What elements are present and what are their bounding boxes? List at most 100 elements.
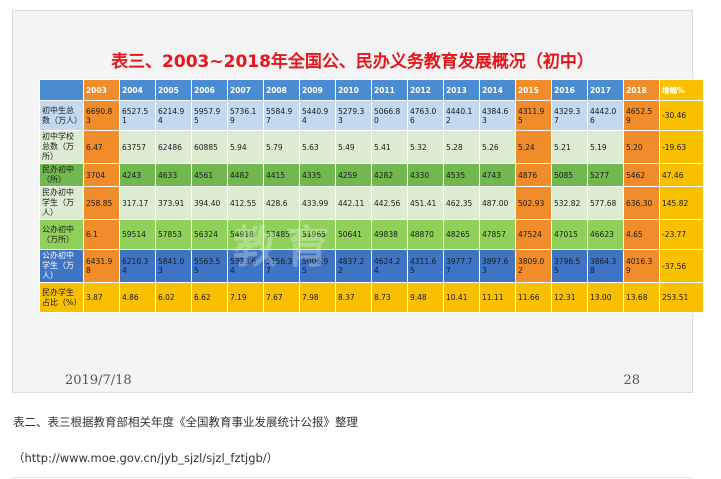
table-cell: 3704 [83, 163, 120, 187]
column-header: 2008 [263, 79, 300, 101]
table-cell: 4763.0 6 [407, 100, 444, 131]
table-cell: 5462 [623, 163, 660, 187]
table-cell: 9.48 [407, 282, 444, 313]
table-cell: 394.40 [191, 186, 228, 220]
table-cell: 412.55 [227, 186, 264, 220]
table-cell: 47857 [479, 219, 516, 250]
table-cell: 8.37 [335, 282, 372, 313]
table-cell: 6690.8 3 [83, 100, 120, 131]
table-cell: 5277 [587, 163, 624, 187]
table-row: 初中学校总数（万所） 6.47 63757 62486 60885 5.94 5.79 5.6… [39, 130, 704, 164]
column-header: 2011 [371, 79, 408, 101]
table-cell: 5.94 [227, 130, 264, 164]
table-row: 初中生总数（万人） 6690.8 3 6527.5 1 6214.9 4 5957.9 … [39, 100, 704, 131]
table-cell: 47.46 [659, 163, 704, 187]
source-link[interactable]: （http://www.moe.gov.cn/jyb_sjzl/sjzl_fzt… [13, 451, 279, 465]
column-header: 2009 [299, 79, 336, 101]
table-cell: 6527.5 1 [119, 100, 156, 131]
table-row: 公办初中学生（万人） 6431.9 8 6210.3 4 5841.0 3 5563.5… [39, 249, 704, 283]
table-cell: 4.86 [119, 282, 156, 313]
table-cell: 5.26 [479, 130, 516, 164]
table-cell: 53485 [263, 219, 300, 250]
table-cell: 60885 [191, 130, 228, 164]
table-cell: -23.77 [659, 219, 704, 250]
table-cell: 4442.0 6 [587, 100, 624, 131]
column-header: 2007 [227, 79, 264, 101]
table-cell: 502.93 [515, 186, 552, 220]
table-cell: 4482 [227, 163, 264, 187]
table-cell: 4311.9 5 [515, 100, 552, 131]
column-header: 2010 [335, 79, 372, 101]
table-cell: 6.62 [191, 282, 228, 313]
slide-title: 表三、2003~2018年全国公、民办义务教育发展概况（初中） [111, 52, 594, 72]
table-cell: 4440.1 2 [443, 100, 480, 131]
column-header: 2015 [515, 79, 552, 101]
table-cell: 62486 [155, 130, 192, 164]
table-cell: 8.73 [371, 282, 408, 313]
column-header: 2012 [407, 79, 444, 101]
table-cell: 4535 [443, 163, 480, 187]
table-row: 公办初中（万所） 6.1 59514 57853 56324 54918 53485 5196… [39, 219, 704, 250]
table-cell: 4633 [155, 163, 192, 187]
row-label: 民办初中学生（万人） [39, 186, 84, 220]
table-cell: 6210.3 4 [119, 249, 156, 283]
table-cell: 532.82 [551, 186, 588, 220]
table-cell: 258.85 [83, 186, 120, 220]
table-cell: 5.32 [407, 130, 444, 164]
table-cell: 4329.3 7 [551, 100, 588, 131]
row-label: 初中生总数（万人） [39, 100, 84, 131]
table-cell: 4311.6 5 [407, 249, 444, 283]
table-cell: 51965 [299, 219, 336, 250]
column-header: 2017 [587, 79, 624, 101]
table-cell: 11.11 [479, 282, 516, 313]
table-cell: 4624.2 4 [371, 249, 408, 283]
table-header-row: 2003 2004 2005 2006 2007 2008 2009 2010 2011 2012… [39, 79, 704, 101]
table-cell: 442.11 [335, 186, 372, 220]
table-cell: 5.79 [263, 130, 300, 164]
table-cell: 636.30 [623, 186, 660, 220]
table-cell: 6.02 [155, 282, 192, 313]
table-cell: 577.68 [587, 186, 624, 220]
table-cell: -19.63 [659, 130, 704, 164]
column-header: 2018 [623, 79, 660, 101]
column-header: 2013 [443, 79, 480, 101]
table-cell: 5.21 [551, 130, 588, 164]
row-label: 公办初中（万所） [39, 219, 84, 250]
table-cell: 63757 [119, 130, 156, 164]
table-cell: 48265 [443, 219, 480, 250]
table-cell: 4259 [335, 163, 372, 187]
table-cell: 7.67 [263, 282, 300, 313]
table-cell: 4561 [191, 163, 228, 187]
row-label: 民办初中（所） [39, 163, 84, 187]
table-cell: 5.20 [623, 130, 660, 164]
table-cell: 49838 [371, 219, 408, 250]
table-cell: 47015 [551, 219, 588, 250]
table-cell: 6431.9 8 [83, 249, 120, 283]
table-cell: 4876 [515, 163, 552, 187]
table-cell: 5.41 [371, 130, 408, 164]
table-cell: 5440.9 4 [299, 100, 336, 131]
table-cell: 5.28 [443, 130, 480, 164]
table-cell: 5.24 [515, 130, 552, 164]
table-cell: 56324 [191, 219, 228, 250]
table-cell: 5085 [551, 163, 588, 187]
table-cell: 4384.6 3 [479, 100, 516, 131]
table-cell: 50641 [335, 219, 372, 250]
column-header: 2014 [479, 79, 516, 101]
divider [12, 477, 693, 478]
table-cell: 145.82 [659, 186, 704, 220]
table-cell: 5066.8 0 [371, 100, 408, 131]
table-cell: 5279.3 3 [335, 100, 372, 131]
table-cell: 4415 [263, 163, 300, 187]
table-cell: 3897.6 3 [479, 249, 516, 283]
table-cell: 4652.5 9 [623, 100, 660, 131]
table-cell: 5584.9 7 [263, 100, 300, 131]
table-cell: 3977.7 7 [443, 249, 480, 283]
table-cell: -37.56 [659, 249, 704, 283]
table-cell: 47524 [515, 219, 552, 250]
table-cell: 7.98 [299, 282, 336, 313]
table-cell: 4743 [479, 163, 516, 187]
table-cell: 5.49 [335, 130, 372, 164]
table-cell: 3809.0 2 [515, 249, 552, 283]
table-cell: 4282 [371, 163, 408, 187]
